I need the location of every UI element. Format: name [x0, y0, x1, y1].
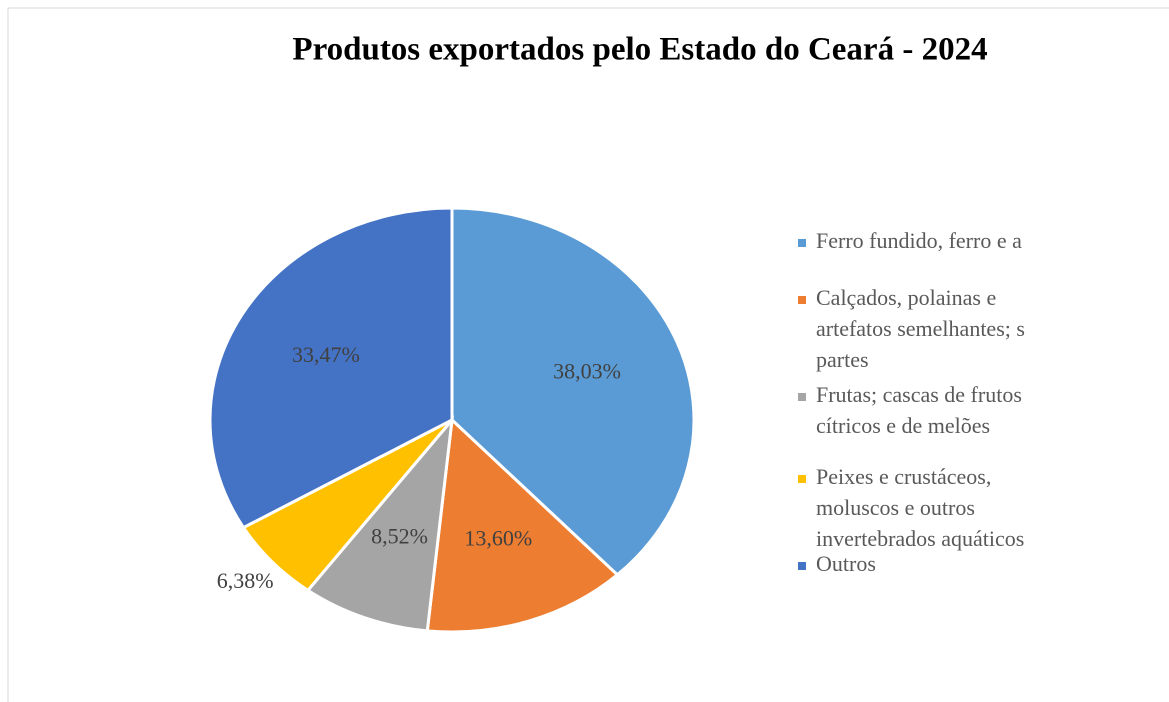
data-label: 6,38%	[217, 568, 274, 593]
data-label: 8,52%	[371, 524, 428, 549]
legend-swatch	[798, 475, 806, 483]
legend-swatch	[798, 239, 806, 247]
legend-label: Frutas; cascas de frutos cítricos e de me…	[816, 382, 1022, 438]
chart-title: Produtos exportados pelo Estado do Ceará…	[292, 32, 987, 68]
pie-slice	[425, 416, 620, 634]
legend-label: Outros	[816, 551, 876, 576]
data-label: 33,47%	[292, 342, 360, 367]
legend-swatch	[798, 393, 806, 401]
legend-label: Peixes e crustáceos, moluscos e outros inv…	[816, 464, 1024, 551]
data-label: 38,03%	[553, 358, 621, 383]
pie-slice	[305, 415, 455, 633]
legend-swatch	[798, 296, 806, 304]
legend-swatch	[798, 562, 806, 570]
legend-label: Calçados, polainas e artefatos semelhante…	[816, 285, 1025, 372]
pie-slice	[208, 206, 454, 530]
data-label: 13,60%	[464, 526, 532, 551]
pie-slice	[450, 206, 696, 577]
legend-label: Ferro fundido, ferro e a	[816, 228, 1022, 253]
